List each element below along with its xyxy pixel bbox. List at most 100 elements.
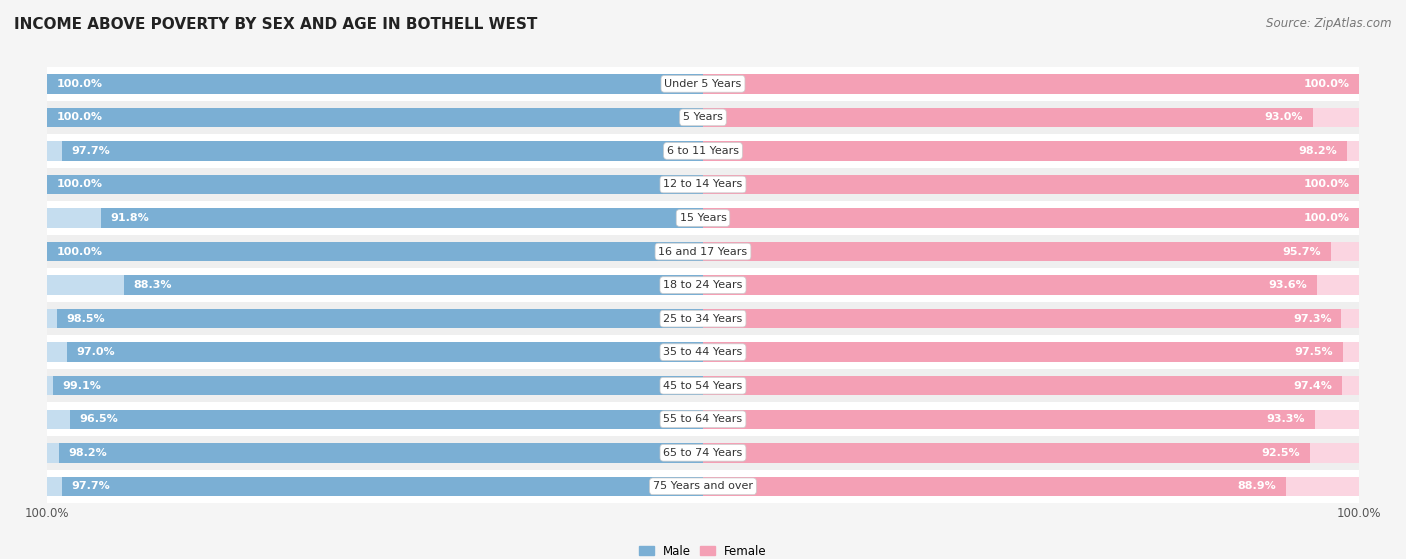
Text: 99.1%: 99.1% xyxy=(63,381,101,391)
Text: 100.0%: 100.0% xyxy=(1303,79,1350,89)
Text: 93.3%: 93.3% xyxy=(1267,414,1305,424)
Text: 93.6%: 93.6% xyxy=(1268,280,1308,290)
Bar xyxy=(46,141,703,160)
Bar xyxy=(703,141,1360,160)
Bar xyxy=(66,343,703,362)
Text: 6 to 11 Years: 6 to 11 Years xyxy=(666,146,740,156)
Bar xyxy=(703,410,1315,429)
Bar xyxy=(46,436,1360,470)
Bar xyxy=(46,410,703,429)
Bar xyxy=(124,276,703,295)
Bar xyxy=(62,477,703,496)
Text: 97.7%: 97.7% xyxy=(72,481,111,491)
Bar xyxy=(46,175,703,194)
Bar xyxy=(703,376,1343,395)
Text: 97.4%: 97.4% xyxy=(1294,381,1333,391)
Bar xyxy=(46,343,703,362)
Bar xyxy=(703,175,1360,194)
Text: 100.0%: 100.0% xyxy=(56,112,103,122)
Legend: Male, Female: Male, Female xyxy=(634,540,772,559)
Text: 35 to 44 Years: 35 to 44 Years xyxy=(664,347,742,357)
Bar xyxy=(46,309,703,328)
Bar xyxy=(46,108,703,127)
Bar xyxy=(46,470,1360,503)
Bar xyxy=(46,402,1360,436)
Bar xyxy=(46,376,703,395)
Text: 65 to 74 Years: 65 to 74 Years xyxy=(664,448,742,458)
Text: 95.7%: 95.7% xyxy=(1282,247,1322,257)
Text: 88.9%: 88.9% xyxy=(1237,481,1277,491)
Text: 93.0%: 93.0% xyxy=(1265,112,1303,122)
Bar xyxy=(703,309,1341,328)
Bar xyxy=(46,302,1360,335)
Bar xyxy=(46,242,703,261)
Bar xyxy=(46,276,703,295)
Bar xyxy=(703,175,1360,194)
Bar xyxy=(46,168,1360,201)
Text: 100.0%: 100.0% xyxy=(56,79,103,89)
Bar xyxy=(59,443,703,462)
Text: 98.2%: 98.2% xyxy=(69,448,107,458)
Bar xyxy=(703,443,1360,462)
Bar xyxy=(703,209,1360,228)
Text: 45 to 54 Years: 45 to 54 Years xyxy=(664,381,742,391)
Bar xyxy=(703,242,1360,261)
Text: 75 Years and over: 75 Years and over xyxy=(652,481,754,491)
Bar xyxy=(56,309,703,328)
Text: 96.5%: 96.5% xyxy=(80,414,118,424)
Text: Under 5 Years: Under 5 Years xyxy=(665,79,741,89)
Bar xyxy=(46,134,1360,168)
Text: 18 to 24 Years: 18 to 24 Years xyxy=(664,280,742,290)
Bar xyxy=(703,141,1347,160)
Bar xyxy=(46,201,1360,235)
Bar xyxy=(46,268,1360,302)
Bar xyxy=(703,443,1310,462)
Text: 88.3%: 88.3% xyxy=(134,280,172,290)
Bar xyxy=(46,335,1360,369)
Bar xyxy=(46,108,703,127)
Text: 100.0%: 100.0% xyxy=(56,247,103,257)
Bar xyxy=(62,141,703,160)
Text: INCOME ABOVE POVERTY BY SEX AND AGE IN BOTHELL WEST: INCOME ABOVE POVERTY BY SEX AND AGE IN B… xyxy=(14,17,537,32)
Text: 97.3%: 97.3% xyxy=(1294,314,1331,324)
Text: 55 to 64 Years: 55 to 64 Years xyxy=(664,414,742,424)
Text: 100.0%: 100.0% xyxy=(56,179,103,190)
Text: Source: ZipAtlas.com: Source: ZipAtlas.com xyxy=(1267,17,1392,30)
Bar xyxy=(703,276,1317,295)
Bar xyxy=(46,369,1360,402)
Text: 91.8%: 91.8% xyxy=(111,213,149,223)
Bar xyxy=(46,74,703,93)
Bar xyxy=(46,443,703,462)
Text: 12 to 14 Years: 12 to 14 Years xyxy=(664,179,742,190)
Bar xyxy=(703,108,1360,127)
Bar xyxy=(703,74,1360,93)
Bar xyxy=(703,276,1360,295)
Bar xyxy=(46,101,1360,134)
Text: 25 to 34 Years: 25 to 34 Years xyxy=(664,314,742,324)
Text: 5 Years: 5 Years xyxy=(683,112,723,122)
Bar xyxy=(46,175,703,194)
Text: 100.0%: 100.0% xyxy=(1303,179,1350,190)
Text: 15 Years: 15 Years xyxy=(679,213,727,223)
Bar xyxy=(46,209,703,228)
Bar xyxy=(46,477,703,496)
Bar xyxy=(703,343,1343,362)
Bar xyxy=(703,108,1313,127)
Text: 98.2%: 98.2% xyxy=(1299,146,1337,156)
Text: 16 and 17 Years: 16 and 17 Years xyxy=(658,247,748,257)
Text: 100.0%: 100.0% xyxy=(1303,213,1350,223)
Bar xyxy=(703,343,1360,362)
Text: 97.7%: 97.7% xyxy=(72,146,111,156)
Bar xyxy=(70,410,703,429)
Bar xyxy=(46,235,1360,268)
Bar xyxy=(46,67,1360,101)
Text: 97.0%: 97.0% xyxy=(76,347,115,357)
Bar xyxy=(46,242,703,261)
Bar xyxy=(703,74,1360,93)
Bar xyxy=(703,209,1360,228)
Bar xyxy=(703,410,1360,429)
Text: 97.5%: 97.5% xyxy=(1295,347,1333,357)
Bar xyxy=(53,376,703,395)
Bar xyxy=(46,74,703,93)
Bar xyxy=(101,209,703,228)
